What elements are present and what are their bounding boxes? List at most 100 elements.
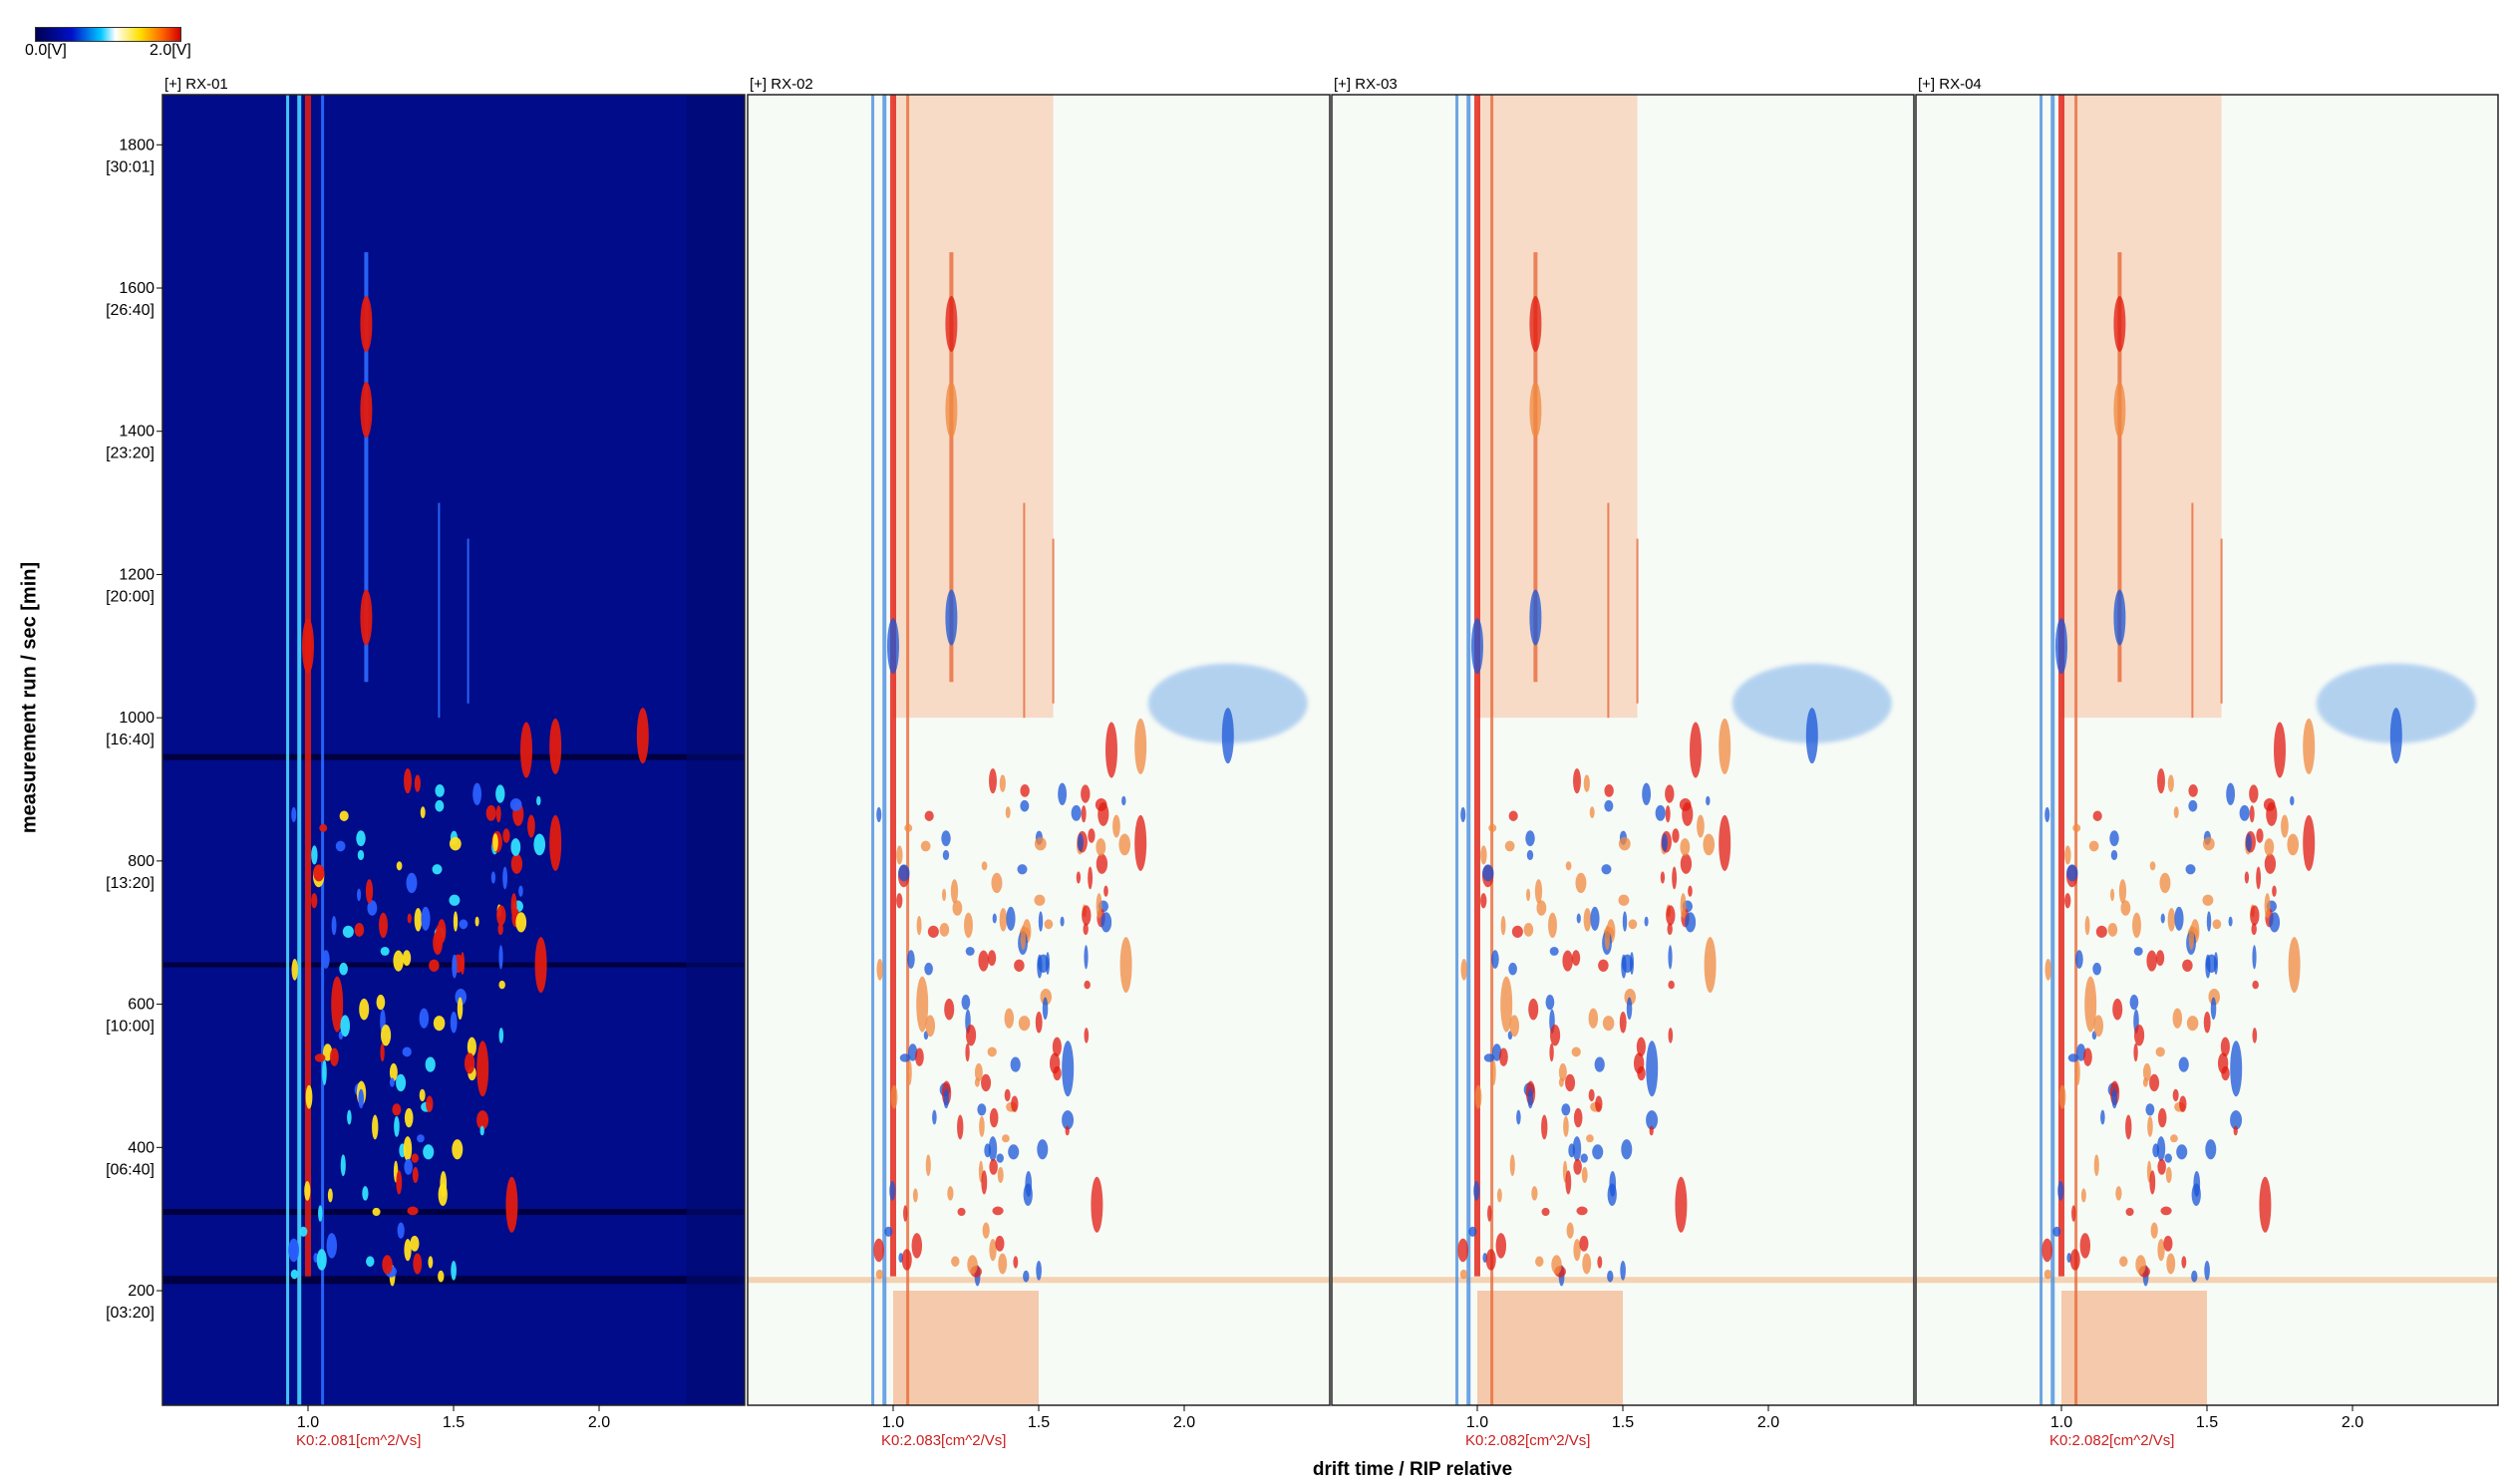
- peak-spot: [2142, 1062, 2151, 1082]
- peak-spot: [1526, 849, 1534, 861]
- peak-spot: [1573, 767, 1581, 794]
- peak-spot: [2250, 905, 2260, 926]
- peak-spot: [1646, 1110, 1659, 1130]
- peak-spot: [1680, 838, 1691, 856]
- peak-spot: [1573, 1158, 1582, 1175]
- x-axis-label: drift time / RIP relative: [1312, 1459, 1513, 1480]
- peak-spot: [1014, 959, 1025, 972]
- peak-spot: [2135, 1255, 2146, 1275]
- peak-spot: [907, 950, 915, 969]
- peak-spot: [1473, 1181, 1480, 1201]
- peak-spot: [1100, 912, 1112, 933]
- peak-spot: [1581, 1166, 1588, 1184]
- peak-spot: [1602, 1016, 1615, 1032]
- peak-spot: [1660, 871, 1666, 884]
- peak-spot: [2249, 805, 2255, 823]
- peak-spot: [896, 845, 903, 865]
- peak-spot: [904, 823, 913, 832]
- peak-spot: [979, 1115, 985, 1137]
- peak-spot: [322, 950, 330, 969]
- peak-spot: [1621, 1139, 1633, 1160]
- peak-spot: [2185, 864, 2196, 875]
- peak-spot: [1576, 1206, 1588, 1216]
- peak-spot: [2111, 1088, 2118, 1109]
- peak-spot: [1644, 916, 1649, 927]
- peak-spot: [457, 997, 464, 1021]
- peak-spot: [1704, 937, 1717, 994]
- peak-spot: [2110, 849, 2118, 861]
- y-tick-sublabel: [03:20]: [106, 1305, 155, 1322]
- peak-spot: [510, 853, 523, 874]
- peak-spot: [974, 1077, 980, 1087]
- peak-spot: [1565, 1170, 1572, 1195]
- peak-spot: [1088, 866, 1094, 890]
- peak-spot: [2155, 950, 2165, 967]
- peak-spot: [423, 1144, 435, 1160]
- peak-spot: [1035, 1012, 1043, 1034]
- streak: [1052, 538, 1055, 704]
- peak-spot: [357, 888, 362, 902]
- streak: [2040, 95, 2043, 1405]
- peak-spot: [515, 912, 527, 933]
- streak: [949, 252, 954, 683]
- peak-spot: [1078, 833, 1084, 852]
- peak-spot: [1719, 718, 1731, 774]
- peak-spot: [1058, 782, 1068, 805]
- y-tick-label: 600: [128, 997, 155, 1014]
- peak-spot: [453, 911, 459, 932]
- streak: [286, 95, 290, 1405]
- peak-spot: [1628, 919, 1638, 930]
- peak-spot: [340, 1015, 351, 1038]
- peak-spot: [2071, 1205, 2076, 1222]
- k0-label: K0:2.083[cm^2/Vs]: [881, 1432, 1006, 1449]
- peak-spot: [1565, 1073, 1576, 1092]
- k0-label: K0:2.082[cm^2/Vs]: [1465, 1432, 1590, 1449]
- warm-zone: [893, 1291, 1039, 1405]
- peak-spot: [1034, 894, 1046, 906]
- streak: [1636, 538, 1639, 704]
- peak-spot: [1060, 916, 1065, 927]
- peak-spot: [1668, 945, 1673, 970]
- peak-spot: [396, 861, 403, 871]
- peak-spot: [2172, 1088, 2179, 1102]
- peak-spot: [2120, 900, 2131, 916]
- peak-spot: [1118, 833, 1131, 856]
- peak-spot: [1566, 1222, 1574, 1239]
- warm-zone: [1477, 1291, 1623, 1405]
- peak-spot: [376, 994, 386, 1011]
- peak-spot: [1697, 814, 1705, 838]
- panel-3: [1332, 95, 1914, 1405]
- peak-spot: [406, 872, 418, 894]
- panel-4: [1916, 95, 2498, 1405]
- peak-spot: [924, 962, 933, 976]
- peak-spot: [952, 900, 963, 916]
- peak-spot: [932, 1109, 937, 1125]
- peak-spot: [981, 861, 988, 871]
- peak-spot: [304, 1181, 311, 1201]
- peak-spot: [1460, 806, 1466, 823]
- peak-spot: [2226, 782, 2236, 805]
- peak-spot: [435, 925, 442, 951]
- peak-spot: [1088, 828, 1096, 843]
- peak-spot: [1083, 923, 1089, 936]
- peak-spot: [354, 922, 365, 937]
- peak-spot: [1805, 708, 1818, 764]
- peak-spot: [505, 1176, 518, 1233]
- x-tick-label: 2.0: [2342, 1414, 2363, 1431]
- peak-spot: [527, 814, 535, 838]
- peak-spot: [1633, 1052, 1645, 1074]
- peak-spot: [1535, 1256, 1544, 1267]
- peak-spot: [1020, 925, 1027, 951]
- peak-spot: [2252, 980, 2259, 990]
- peak-spot: [1020, 783, 1030, 797]
- peak-spot: [2256, 828, 2264, 843]
- peak-spot: [1044, 919, 1054, 930]
- band: [162, 753, 745, 760]
- peak-spot: [2252, 1028, 2258, 1043]
- peak-spot: [2191, 1270, 2198, 1283]
- peak-spot: [1052, 1037, 1062, 1057]
- warm-zone: [2061, 1291, 2207, 1405]
- peak-spot: [1572, 1136, 1582, 1162]
- peak-spot: [380, 946, 390, 956]
- peak-spot: [1680, 893, 1687, 919]
